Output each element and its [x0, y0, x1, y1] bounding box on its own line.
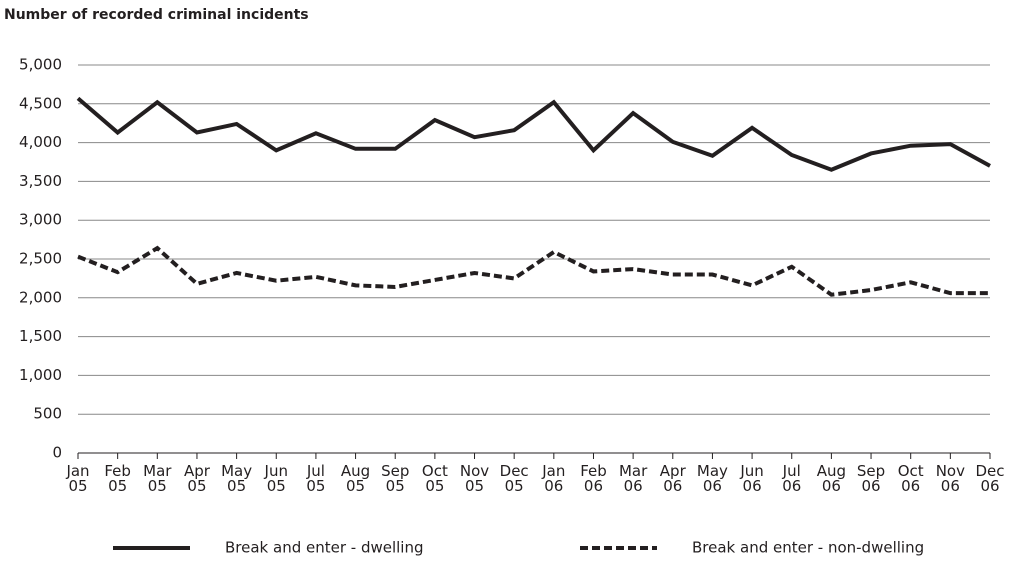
x-tick-label: Jan 05 [65, 462, 89, 495]
x-tick-label: Feb 05 [104, 462, 131, 495]
y-tick-label: 500 [33, 405, 62, 423]
x-tick-label: Feb 06 [580, 462, 607, 495]
x-tick-label: May 06 [697, 462, 728, 495]
y-tick-label: 4,000 [19, 133, 62, 151]
x-tick-label: Nov 06 [936, 462, 965, 495]
x-tick-label: Jun 06 [739, 462, 763, 495]
y-tick-label: 1,500 [19, 327, 62, 345]
x-tick-label: Oct 06 [898, 462, 924, 495]
chart-title: Number of recorded criminal incidents [4, 7, 309, 23]
series-line [77, 245, 990, 297]
x-tick-label: Sep 05 [381, 462, 409, 495]
x-tick-label: Jul 06 [782, 462, 802, 495]
x-tick-label: Mar 05 [143, 462, 172, 495]
y-tick-label: 4,500 [19, 94, 62, 112]
x-tick-label: Aug 06 [817, 462, 846, 495]
x-tick-label: Apr 05 [184, 462, 211, 495]
x-tick-label: Jul 05 [306, 462, 326, 495]
legend-label: Break and enter - non-dwelling [692, 539, 924, 557]
x-tick-label: Oct 05 [422, 462, 448, 495]
y-tick-label: 1,000 [19, 366, 62, 384]
x-tick-label: May 05 [221, 462, 252, 495]
y-tick-label: 5,000 [19, 56, 62, 74]
y-tick-label: 3,500 [19, 172, 62, 190]
x-tick-label: Mar 06 [619, 462, 648, 495]
x-tick-label: Dec 05 [500, 462, 529, 495]
series-line [76, 96, 991, 172]
x-tick-label: Dec 06 [975, 462, 1004, 495]
y-tick-label: 2,000 [19, 288, 62, 306]
y-tick-label: 0 [52, 444, 62, 462]
y-tick-label: 2,500 [19, 250, 62, 268]
x-tick-label: Apr 06 [660, 462, 687, 495]
x-tick-label: Aug 05 [341, 462, 370, 495]
legend-label: Break and enter - dwelling [225, 539, 424, 557]
x-tick-label: Nov 05 [460, 462, 489, 495]
x-tick-label: Jun 05 [264, 462, 288, 495]
x-tick-label: Jan 06 [541, 462, 565, 495]
x-tick-label: Sep 06 [857, 462, 885, 495]
y-tick-label: 3,000 [19, 211, 62, 229]
